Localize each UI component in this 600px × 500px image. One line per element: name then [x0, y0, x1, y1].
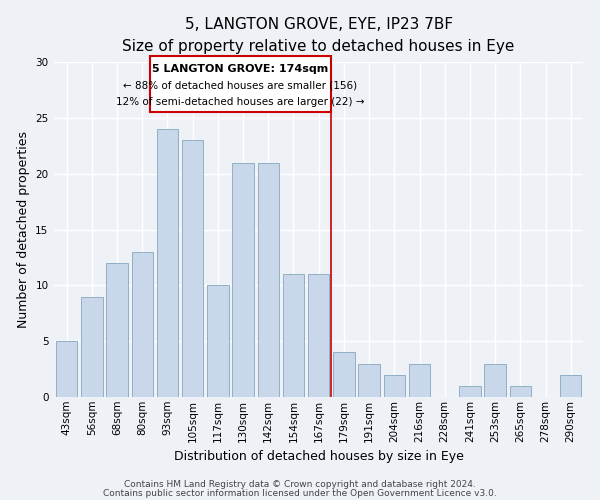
Bar — [106, 263, 128, 397]
Bar — [131, 252, 153, 397]
Text: 5 LANGTON GROVE: 174sqm: 5 LANGTON GROVE: 174sqm — [152, 64, 329, 74]
Bar — [257, 162, 279, 397]
Bar — [358, 364, 380, 397]
Title: 5, LANGTON GROVE, EYE, IP23 7BF
Size of property relative to detached houses in : 5, LANGTON GROVE, EYE, IP23 7BF Size of … — [122, 16, 515, 54]
Y-axis label: Number of detached properties: Number of detached properties — [17, 131, 29, 328]
Bar — [308, 274, 329, 397]
Bar — [333, 352, 355, 397]
Bar — [81, 296, 103, 397]
X-axis label: Distribution of detached houses by size in Eye: Distribution of detached houses by size … — [174, 450, 464, 464]
Text: ← 88% of detached houses are smaller (156): ← 88% of detached houses are smaller (15… — [124, 80, 358, 90]
Bar — [459, 386, 481, 397]
Bar — [56, 341, 77, 397]
FancyBboxPatch shape — [150, 56, 331, 112]
Text: Contains HM Land Registry data © Crown copyright and database right 2024.: Contains HM Land Registry data © Crown c… — [124, 480, 476, 489]
Bar — [509, 386, 531, 397]
Bar — [283, 274, 304, 397]
Bar — [409, 364, 430, 397]
Text: 12% of semi-detached houses are larger (22) →: 12% of semi-detached houses are larger (… — [116, 97, 365, 107]
Bar — [232, 162, 254, 397]
Bar — [560, 375, 581, 397]
Bar — [207, 286, 229, 397]
Bar — [383, 375, 405, 397]
Bar — [484, 364, 506, 397]
Bar — [182, 140, 203, 397]
Bar — [157, 129, 178, 397]
Text: Contains public sector information licensed under the Open Government Licence v3: Contains public sector information licen… — [103, 488, 497, 498]
